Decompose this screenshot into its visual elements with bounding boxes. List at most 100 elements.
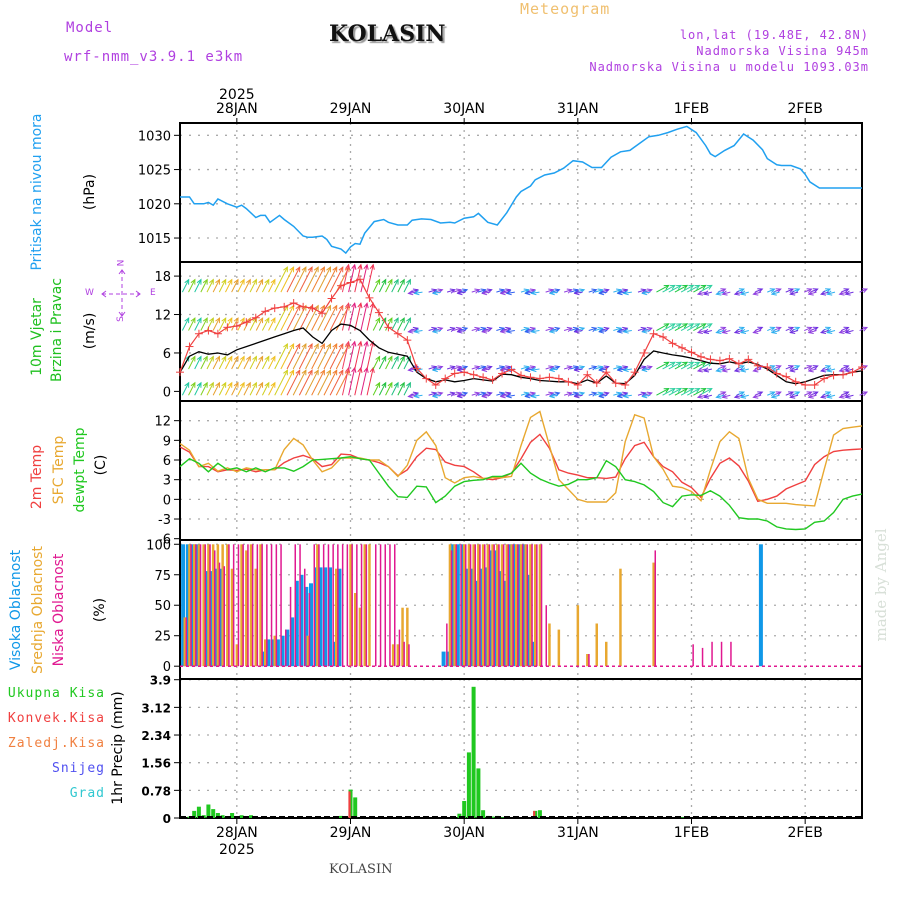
wind-arrow-shaft <box>482 291 491 294</box>
wind-arrow-head <box>215 278 221 285</box>
wind-arrow <box>477 365 487 371</box>
wind-arrow <box>686 323 701 331</box>
wind-arrow-head <box>320 266 325 273</box>
wind-gust-marker <box>460 368 469 377</box>
x-tick-label-bottom: 1FEB <box>674 825 709 841</box>
cloud-mid-bar <box>605 641 608 667</box>
wind-arrow-head <box>812 391 819 397</box>
wind-arrow <box>668 361 683 370</box>
wind-arrow-head <box>769 326 776 332</box>
wind-arrow <box>360 302 369 331</box>
wind-arrow <box>674 323 689 331</box>
wind-arrow <box>249 381 257 396</box>
wind-arrow-head <box>406 355 411 362</box>
wind-arrow <box>520 288 530 294</box>
wind-arrow-head <box>843 391 850 397</box>
wind-arrow-head <box>413 328 420 334</box>
wind-arrow-shaft <box>477 289 486 293</box>
wind-arrow <box>563 288 573 294</box>
wind-arrow-head <box>221 381 227 388</box>
cloud-low-bar <box>304 568 306 667</box>
precip-total-bar <box>500 817 505 818</box>
wind-arrow-head <box>720 326 727 332</box>
wind-arrow <box>446 391 456 397</box>
wind-arrow <box>231 381 239 396</box>
wind-arrow-shaft <box>354 341 362 370</box>
wind-gust-marker <box>573 380 582 389</box>
wind-arrow-shaft <box>623 291 632 294</box>
y-tick-label: 0.78 <box>141 784 171 798</box>
wind-arrow-head <box>295 369 301 376</box>
cloud-high-bar <box>479 568 484 667</box>
wind-arrow-shaft <box>839 394 848 398</box>
wind-arrow-shaft <box>280 305 295 331</box>
wind-arrow <box>739 328 749 334</box>
wind-arrow-shaft <box>354 367 362 396</box>
wind-arrow-shaft <box>305 370 319 396</box>
wind-arrow-shaft <box>500 330 509 333</box>
wind-arrow-head <box>481 328 488 334</box>
wind-arrow-shaft <box>674 284 688 293</box>
wind-arrow <box>323 342 338 370</box>
wind-arrow <box>641 393 651 399</box>
wind-arrow <box>826 290 836 296</box>
wind-arrow <box>656 387 670 396</box>
wind-gust-marker <box>829 371 838 380</box>
wind-arrow-head <box>320 342 325 350</box>
wind-arrow-shaft <box>188 317 196 331</box>
cloud-mid-bar <box>505 544 508 667</box>
wind-arrow-head <box>844 328 851 334</box>
wind-arrow-shaft <box>617 291 626 294</box>
wind-gust-marker <box>810 380 819 389</box>
wind-arrow-shaft <box>218 382 227 396</box>
wind-arrow-shaft <box>206 279 214 293</box>
wind-arrow-shaft <box>574 330 583 333</box>
wind-gust-marker <box>450 369 459 378</box>
wind-arrow <box>686 284 701 293</box>
wind-arrow <box>413 393 423 399</box>
wind-arrow-head <box>431 290 438 296</box>
wind-arrow-head <box>843 326 850 332</box>
wind-arrow-head <box>682 361 689 367</box>
wind-arrow-head <box>505 290 512 296</box>
wind-arrow <box>317 266 332 293</box>
wind-arrow-head <box>209 278 214 285</box>
cloud-low-bar <box>341 544 344 667</box>
wind-arrow <box>616 393 626 399</box>
cloud-mid-bar <box>335 568 338 667</box>
wind-arrow-head <box>572 365 580 371</box>
wind-arrow-shaft <box>237 279 245 293</box>
wind-arrow <box>767 391 776 397</box>
wind-arrow-head <box>733 328 740 334</box>
wind-arrow-shaft <box>446 327 455 332</box>
wind-gust-marker <box>261 307 270 316</box>
wind-arrow-head <box>307 266 313 273</box>
footer-station: KOLASIN <box>329 862 393 877</box>
cloud-low-bar <box>251 544 254 667</box>
wind-arrow <box>428 288 438 294</box>
wind-arrow-head <box>572 288 579 294</box>
wind-arrow-shaft <box>317 370 331 396</box>
wind-arrow-shaft <box>372 279 381 293</box>
wind-arrow-shaft <box>477 327 486 332</box>
x-year-label-bottom: 2025 <box>219 842 255 858</box>
wind-arrow <box>733 328 743 334</box>
cloud-low-bar <box>446 623 448 667</box>
cloud-low-bar <box>313 544 315 667</box>
wind-arrow-head <box>252 278 257 285</box>
wind-arrow-shaft <box>617 330 626 333</box>
wind-arrow-shaft <box>693 323 706 331</box>
wind-arrow-head <box>807 328 814 334</box>
lonlat: lon,lat (19.48E, 42.8N) <box>679 28 869 42</box>
wind-arrow <box>481 393 491 399</box>
wind-arrow-shaft <box>482 368 491 371</box>
wind-gust-marker <box>564 377 573 386</box>
cloud-high-bar <box>328 567 332 667</box>
wind-arrow <box>789 290 799 296</box>
wind-arrow-shaft <box>771 330 780 334</box>
cloud-low-bar <box>195 544 197 667</box>
wind-arrow <box>286 266 301 293</box>
wind-arrow-shaft <box>722 330 731 334</box>
wind-arrow-shaft <box>790 394 799 398</box>
